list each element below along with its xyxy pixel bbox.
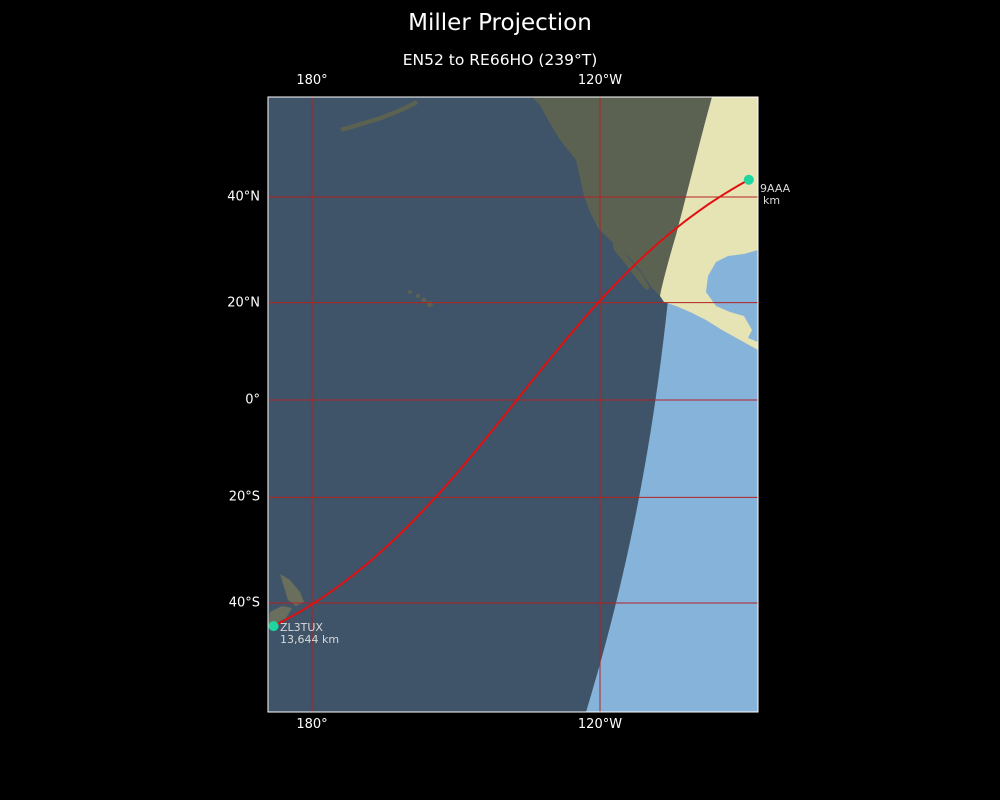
origin-station-callsign: ZL3TUX bbox=[280, 621, 323, 634]
lat-tick-20s: 20°S bbox=[228, 489, 260, 505]
land-hawaii bbox=[408, 290, 433, 307]
land-aleutians bbox=[340, 100, 418, 132]
land-north-america-day bbox=[660, 97, 758, 350]
bottom-lon-tick-120w: 120°W bbox=[577, 717, 623, 732]
top-lon-tick-120w: 120°W bbox=[577, 73, 623, 88]
lat-tick-40s: 40°S bbox=[228, 595, 260, 611]
lat-tick-0: 0° bbox=[245, 392, 260, 408]
destination-station-marker[interactable] bbox=[743, 174, 754, 185]
map-subtitle: EN52 to RE66HO (239°T) bbox=[402, 51, 598, 69]
land-new-zealand bbox=[268, 574, 304, 626]
destination-station-callsign: 9AAA bbox=[760, 182, 791, 195]
top-lon-tick-180: 180° bbox=[296, 73, 328, 88]
origin-station-distance: 13,644 km bbox=[280, 633, 339, 646]
lat-tick-40n: 40°N bbox=[227, 189, 260, 205]
origin-station-marker[interactable] bbox=[268, 621, 279, 632]
land-baja-night bbox=[612, 240, 650, 290]
map-frame bbox=[267, 96, 759, 713]
lat-tick-20n: 20°N bbox=[227, 295, 260, 311]
map-title: Miller Projection bbox=[408, 10, 592, 36]
destination-station-distance: km bbox=[763, 194, 780, 207]
great-circle-path bbox=[273, 178, 750, 627]
graticule bbox=[268, 97, 758, 712]
bottom-lon-tick-180: 180° bbox=[296, 717, 328, 732]
